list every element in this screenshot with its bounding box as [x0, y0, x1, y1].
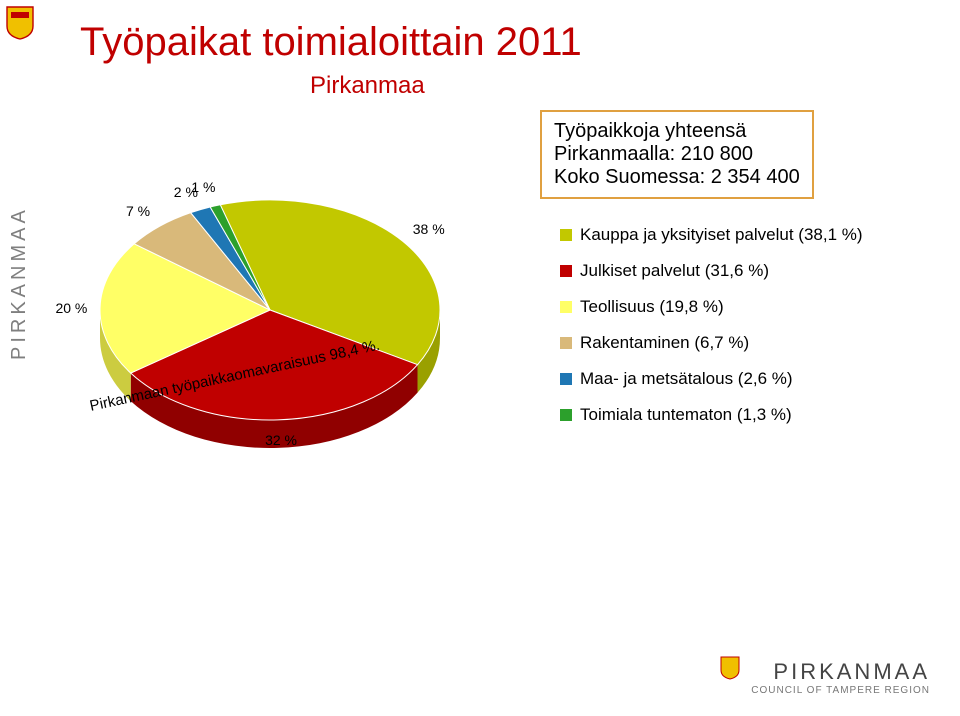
legend-label: Kauppa ja yksityiset palvelut (38,1 %) — [580, 225, 863, 245]
legend-marker — [560, 409, 572, 421]
info-box: Työpaikkoja yhteensä Pirkanmaalla: 210 8… — [540, 110, 814, 199]
page-title: Työpaikat toimialoittain 2011 — [80, 20, 582, 65]
pie-slice-label: 38 % — [413, 221, 445, 237]
pie-slice-label: 32 % — [265, 432, 297, 448]
legend-item: Teollisuus (19,8 %) — [560, 297, 863, 317]
legend-label: Maa- ja metsätalous (2,6 %) — [580, 369, 793, 389]
legend-label: Teollisuus (19,8 %) — [580, 297, 724, 317]
footer-brand: PIRKANMAA — [751, 659, 930, 685]
legend-item: Kauppa ja yksityiset palvelut (38,1 %) — [560, 225, 863, 245]
pie-slice-label: 20 % — [55, 300, 87, 316]
legend: Kauppa ja yksityiset palvelut (38,1 %) Ju… — [560, 225, 863, 441]
legend-label: Rakentaminen (6,7 %) — [580, 333, 749, 353]
legend-marker — [560, 301, 572, 313]
pie-slice-label: 7 % — [126, 203, 150, 219]
legend-marker — [560, 373, 572, 385]
legend-label: Toimiala tuntematon (1,3 %) — [580, 405, 792, 425]
info-line-1: Työpaikkoja yhteensä — [554, 120, 800, 143]
legend-marker — [560, 337, 572, 349]
legend-marker — [560, 265, 572, 277]
legend-marker — [560, 229, 572, 241]
info-line-3: Koko Suomessa: 2 354 400 — [554, 166, 800, 189]
footer-logo: PIRKANMAA COUNCIL OF TAMPERE REGION — [751, 659, 930, 696]
footer-sub: COUNCIL OF TAMPERE REGION — [751, 685, 930, 696]
pie-chart: 38 %32 %20 %7 %2 %1 % — [60, 140, 480, 480]
legend-item: Rakentaminen (6,7 %) — [560, 333, 863, 353]
chart-subtitle: Pirkanmaa — [310, 72, 425, 100]
legend-label: Julkiset palvelut (31,6 %) — [580, 261, 769, 281]
legend-item: Julkiset palvelut (31,6 %) — [560, 261, 863, 281]
footer-shield-icon — [720, 656, 740, 680]
legend-item: Maa- ja metsätalous (2,6 %) — [560, 369, 863, 389]
info-line-2: Pirkanmaalla: 210 800 — [554, 143, 800, 166]
sidebar-label: PIRKANMAA — [8, 206, 31, 360]
sidebar: PIRKANMAA — [0, 0, 40, 716]
pie-slice-label: 1 % — [191, 179, 215, 195]
shield-icon — [6, 6, 34, 40]
legend-item: Toimiala tuntematon (1,3 %) — [560, 405, 863, 425]
